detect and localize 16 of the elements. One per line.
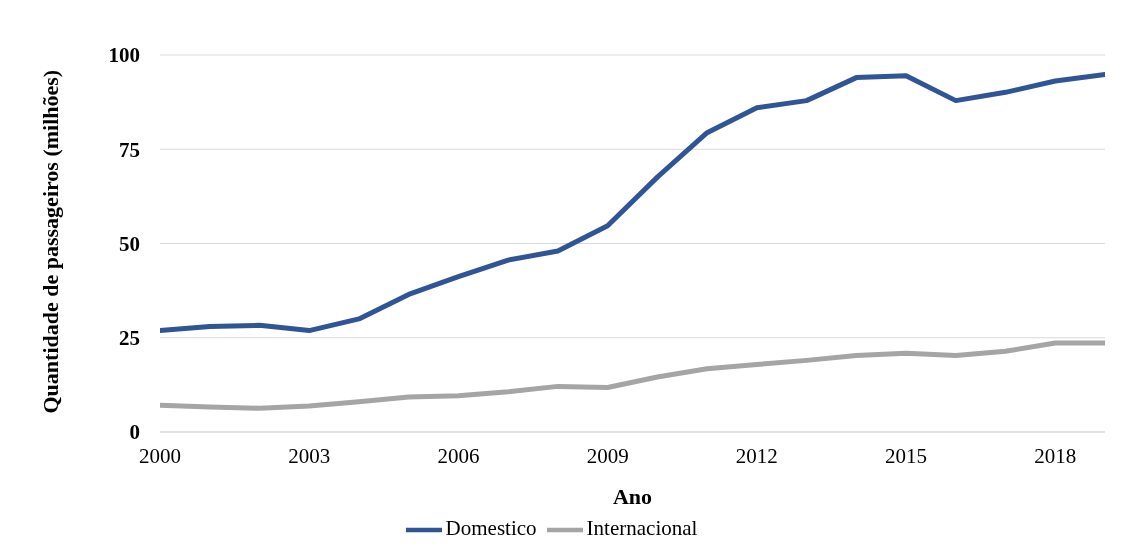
- y-tick-label: 50: [119, 231, 140, 256]
- y-tick-label: 100: [108, 43, 140, 68]
- legend-label: Domestico: [445, 515, 537, 540]
- x-axis-title: Ano: [612, 484, 653, 509]
- x-tick-label: 2012: [735, 443, 778, 468]
- y-tick-label: 0: [129, 420, 140, 445]
- x-tick-label: 2009: [586, 443, 629, 468]
- x-tick-label: 2015: [885, 443, 928, 468]
- x-tick-label: 2000: [139, 443, 181, 468]
- x-tick-label: 2018: [1034, 443, 1077, 468]
- x-tick-label: 2003: [288, 443, 331, 468]
- legend-label: Internacional: [586, 515, 698, 540]
- y-tick-label: 75: [119, 137, 140, 162]
- x-tick-label: 2006: [437, 443, 480, 468]
- y-axis-title: Quantidade de passageiros (milhões): [37, 69, 63, 414]
- y-tick-label: 25: [119, 326, 140, 351]
